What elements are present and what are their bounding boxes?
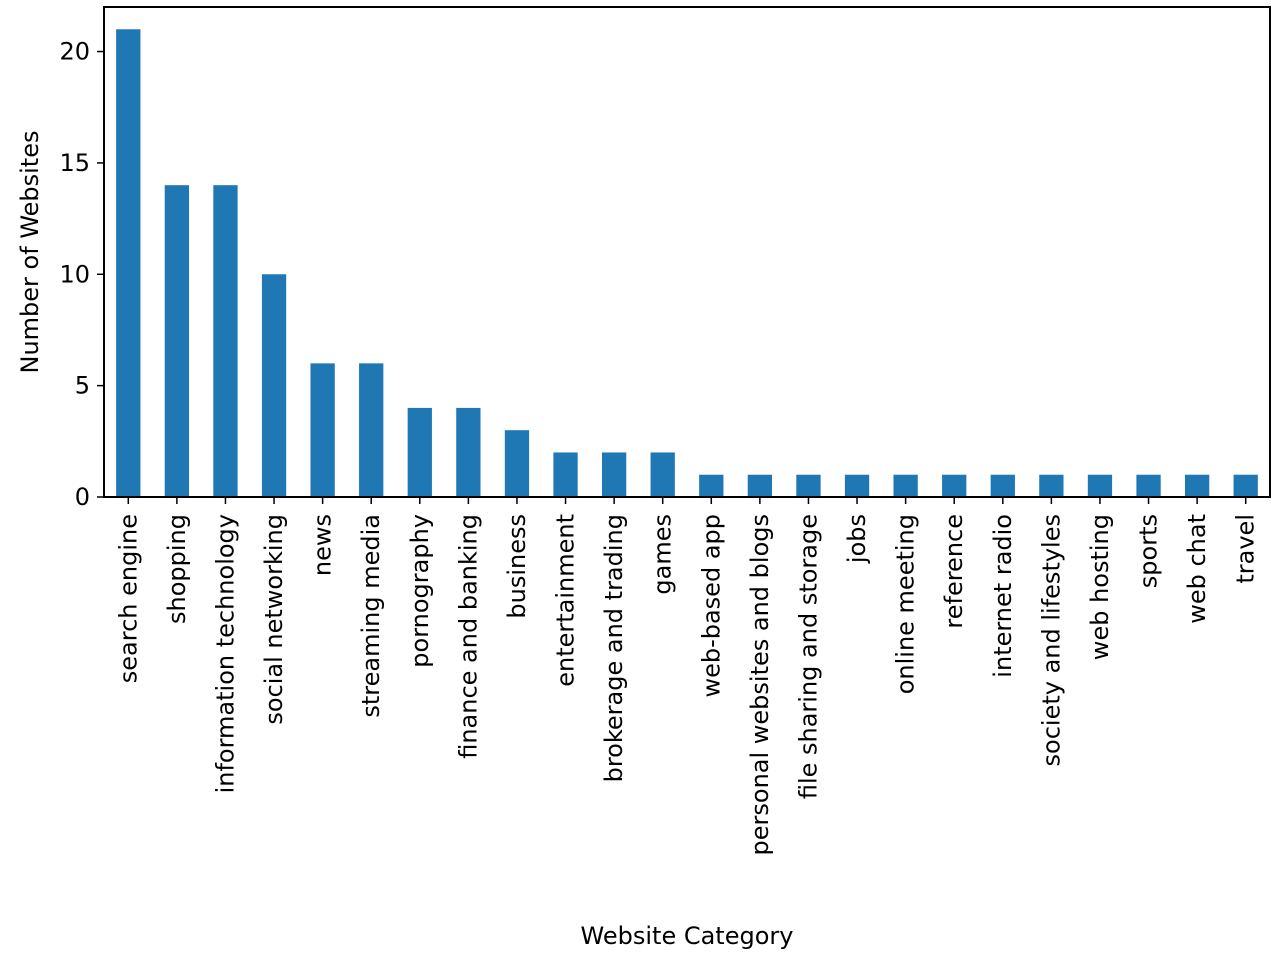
x-tick-label: streaming media <box>357 514 385 718</box>
bar-entertainment <box>553 452 578 497</box>
x-tick-label: jobs <box>843 514 871 564</box>
x-tick-label: brokerage and trading <box>600 514 628 782</box>
bar-sports <box>1136 474 1161 497</box>
bar-travel <box>1233 474 1258 497</box>
x-tick-label: finance and banking <box>454 514 482 759</box>
bar-business <box>504 430 530 497</box>
x-axis-label: Website Category <box>581 922 794 950</box>
bar-information-technology <box>213 185 238 497</box>
plot-frame <box>103 6 1271 498</box>
x-tick-label: social networking <box>260 514 288 725</box>
bar-online-meeting <box>893 474 918 497</box>
x-tick-label: online meeting <box>892 514 920 694</box>
bar-web-chat <box>1184 474 1210 497</box>
x-tick-label: business <box>503 514 531 619</box>
y-axis: 0 5 10 15 20 <box>59 38 104 511</box>
bar-search-engine <box>116 29 141 497</box>
bar-social-networking <box>261 274 287 497</box>
x-tick-label: file sharing and storage <box>794 514 822 799</box>
x-tick-label: internet radio <box>989 514 1017 678</box>
x-tick-label: society and lifestyles <box>1037 514 1065 766</box>
bar-personal-websites-and-blogs <box>747 474 773 497</box>
bar-internet-radio <box>990 474 1015 497</box>
bar-brokerage-and-trading <box>601 452 627 497</box>
bar-jobs <box>844 474 870 497</box>
y-tick-label: 0 <box>75 483 90 511</box>
x-tick-label: web-based app <box>697 514 725 698</box>
bar-games <box>650 452 675 497</box>
x-tick-label: sports <box>1135 514 1163 588</box>
x-tick-label: news <box>309 514 337 576</box>
x-tick-label: games <box>649 514 677 595</box>
x-tick-label: web hosting <box>1086 514 1114 660</box>
bar-streaming-media <box>359 363 384 497</box>
x-tick-label: entertainment <box>552 514 580 687</box>
x-tick-label: travel <box>1232 514 1260 584</box>
x-tick-label: personal websites and blogs <box>746 514 774 855</box>
y-tick-label: 5 <box>75 372 90 400</box>
bar-shopping <box>164 185 190 497</box>
x-tick-label: pornography <box>406 514 434 668</box>
bar-finance-and-banking <box>456 407 481 497</box>
x-tick-label: information technology <box>211 514 239 793</box>
bar-file-sharing-and-storage <box>796 474 821 497</box>
bar-reference <box>942 474 967 497</box>
x-tick-label: shopping <box>163 514 191 624</box>
bar-pornography <box>407 407 432 497</box>
bar-web-hosting <box>1087 474 1113 497</box>
bar-web-based-app <box>699 474 724 497</box>
y-tick-label: 15 <box>59 149 90 177</box>
y-tick-label: 20 <box>59 38 90 66</box>
y-tick-label: 10 <box>59 260 90 288</box>
bar-society-and-lifestyles <box>1039 474 1064 497</box>
x-tick-label: web chat <box>1183 514 1211 624</box>
y-axis-label: Number of Websites <box>16 131 44 374</box>
bars-group <box>116 29 1258 497</box>
x-tick-label: search engine <box>114 514 142 683</box>
bar-news <box>310 363 335 497</box>
x-axis: search engine shopping information technol… <box>114 497 1260 855</box>
x-tick-label: reference <box>940 514 968 629</box>
